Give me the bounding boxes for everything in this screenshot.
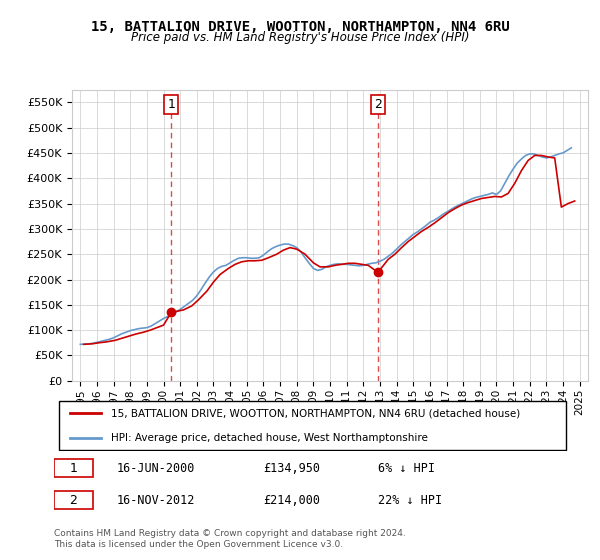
Text: 1: 1 [70,461,77,474]
Text: 15, BATTALION DRIVE, WOOTTON, NORTHAMPTON, NN4 6RU: 15, BATTALION DRIVE, WOOTTON, NORTHAMPTO… [91,20,509,34]
Text: 2: 2 [374,99,382,111]
FancyBboxPatch shape [54,459,93,477]
Text: £214,000: £214,000 [263,493,320,507]
FancyBboxPatch shape [59,402,566,450]
FancyBboxPatch shape [54,491,93,509]
Text: 16-NOV-2012: 16-NOV-2012 [116,493,195,507]
Text: £134,950: £134,950 [263,461,320,474]
Text: HPI: Average price, detached house, West Northamptonshire: HPI: Average price, detached house, West… [112,433,428,443]
Text: 1: 1 [167,99,175,111]
Text: 16-JUN-2000: 16-JUN-2000 [116,461,195,474]
Text: Price paid vs. HM Land Registry's House Price Index (HPI): Price paid vs. HM Land Registry's House … [131,31,469,44]
Text: 2: 2 [70,493,77,507]
Text: Contains HM Land Registry data © Crown copyright and database right 2024.
This d: Contains HM Land Registry data © Crown c… [54,529,406,549]
Text: 6% ↓ HPI: 6% ↓ HPI [377,461,434,474]
Text: 15, BATTALION DRIVE, WOOTTON, NORTHAMPTON, NN4 6RU (detached house): 15, BATTALION DRIVE, WOOTTON, NORTHAMPTO… [112,408,521,418]
Text: 22% ↓ HPI: 22% ↓ HPI [377,493,442,507]
